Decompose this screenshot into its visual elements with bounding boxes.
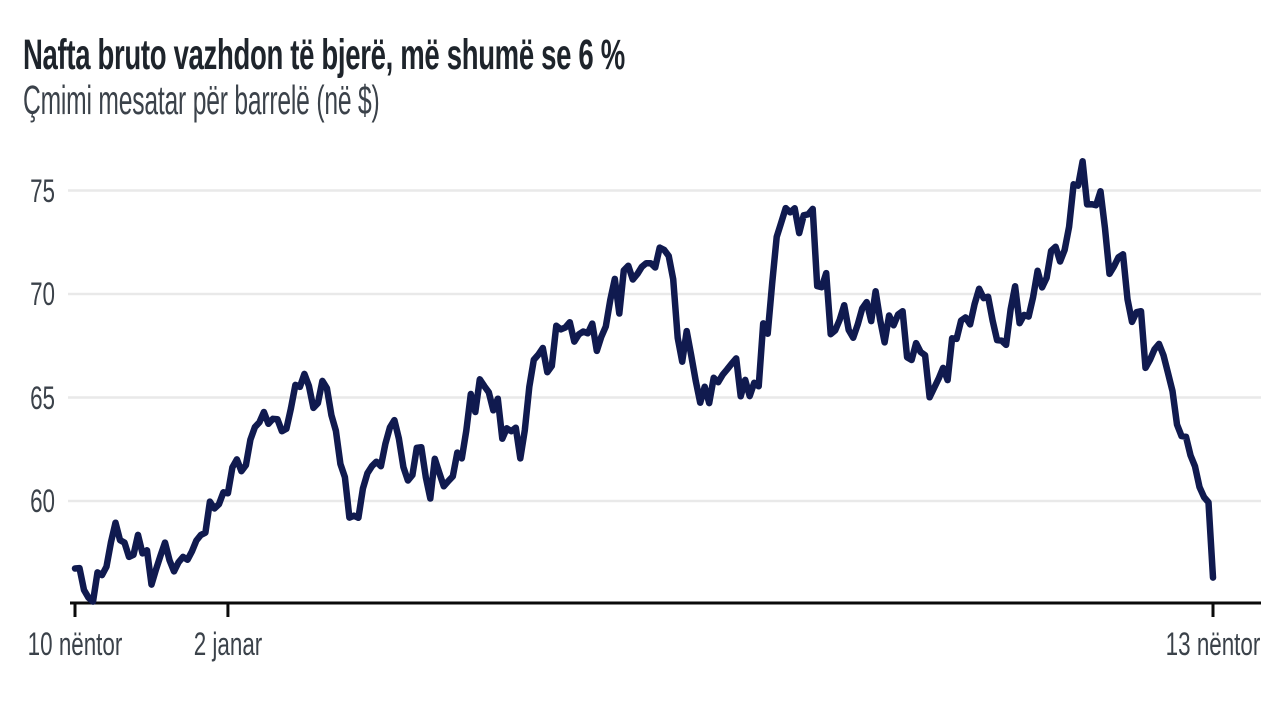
- y-axis-label: 75: [30, 172, 55, 209]
- y-axis-label: 60: [30, 483, 55, 519]
- chart-subtitle: Çmimi mesatar për barrelë (në $): [23, 77, 380, 123]
- x-axis-label: 10 nëntor: [27, 626, 123, 662]
- y-axis-label: 70: [30, 276, 55, 312]
- x-axis-label: 13 nëntor: [1165, 626, 1261, 662]
- chart-title: Nafta bruto vazhdon të bjerë, më shumë s…: [23, 31, 625, 79]
- price-line: [71, 158, 1217, 605]
- y-axis-label: 65: [30, 379, 55, 416]
- x-axis-label: 2 janar: [193, 626, 263, 662]
